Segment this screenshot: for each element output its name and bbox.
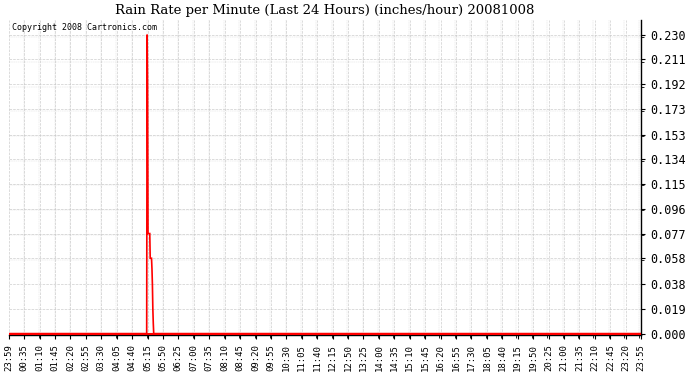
Title: Rain Rate per Minute (Last 24 Hours) (inches/hour) 20081008: Rain Rate per Minute (Last 24 Hours) (in… bbox=[115, 4, 535, 17]
Text: Copyright 2008 Cartronics.com: Copyright 2008 Cartronics.com bbox=[12, 23, 157, 32]
